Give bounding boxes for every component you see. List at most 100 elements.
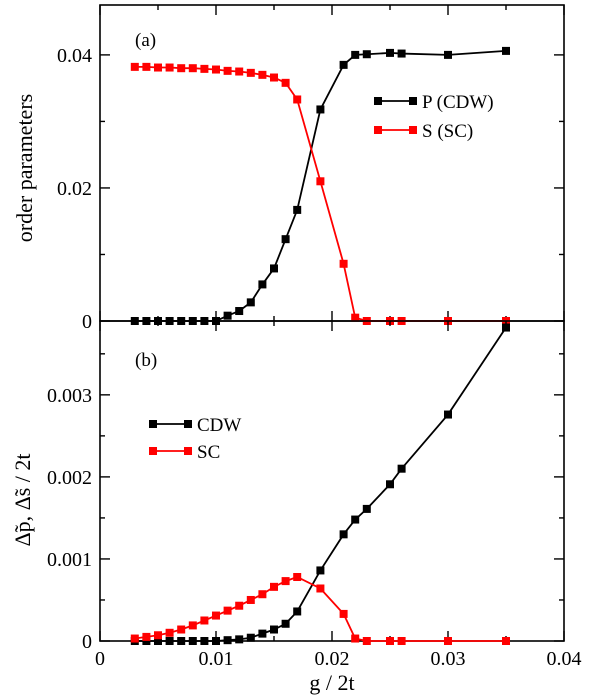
data-point-p-cdw bbox=[246, 298, 255, 307]
data-point-s-sc bbox=[270, 73, 278, 82]
data-point-sc bbox=[362, 637, 371, 645]
data-point-sc bbox=[397, 637, 406, 645]
data-point-s-sc bbox=[154, 63, 162, 72]
data-point-cdw bbox=[246, 633, 255, 642]
data-point-s-sc bbox=[223, 66, 232, 75]
data-point-s-sc bbox=[293, 95, 302, 104]
data-point-p-cdw bbox=[258, 280, 267, 289]
data-point-sc bbox=[246, 595, 255, 604]
data-point-cdw bbox=[200, 637, 209, 645]
data-point-cdw bbox=[165, 637, 174, 645]
data-point-sc bbox=[444, 637, 452, 645]
panel-b-series bbox=[130, 323, 510, 645]
data-point-p-cdw bbox=[270, 264, 278, 273]
data-point-cdw bbox=[212, 637, 220, 645]
data-point-sc bbox=[281, 577, 290, 586]
legend-cdw-label: CDW bbox=[197, 415, 241, 436]
data-point-cdw bbox=[258, 629, 267, 638]
legend-sc-marker-left bbox=[149, 447, 157, 455]
legend-p-cdw-label: P (CDW) bbox=[422, 92, 494, 113]
panel-b-x-tick-label: 0.04 bbox=[547, 648, 582, 670]
data-point-sc bbox=[212, 611, 220, 620]
data-point-p-cdw bbox=[502, 46, 510, 55]
data-point-p-cdw bbox=[362, 50, 371, 59]
legend-p-cdw-marker-right bbox=[409, 97, 417, 105]
data-point-s-sc bbox=[351, 313, 360, 322]
panel-a-y-tick-label: 0.04 bbox=[57, 45, 92, 67]
data-point-s-sc bbox=[200, 64, 209, 73]
legend-sc-marker-right bbox=[184, 447, 192, 455]
panel-b-x-tick-label: 0.03 bbox=[431, 648, 466, 670]
panel-b-xlabel: g / 2t bbox=[309, 670, 354, 695]
data-point-cdw bbox=[270, 625, 278, 634]
panel-b-y-tick-label: 0.002 bbox=[47, 467, 92, 489]
data-point-s-sc bbox=[258, 70, 267, 79]
data-point-cdw bbox=[235, 635, 244, 644]
panel-b-ticks: 0 0.001 0.002 0.003 0 0.01 0.02 0.03 0.04 bbox=[47, 321, 582, 670]
data-point-s-sc bbox=[130, 62, 139, 71]
series-line-cdw bbox=[134, 327, 507, 642]
data-point-cdw bbox=[386, 480, 394, 489]
panel-a-ylabel: order parameters bbox=[12, 94, 37, 242]
data-point-sc bbox=[154, 631, 162, 640]
panel-b-ylabel-text: Δ̃p, Δ̃s / 2t bbox=[10, 453, 35, 546]
panel-a-series bbox=[130, 46, 510, 325]
data-point-cdw bbox=[177, 637, 186, 645]
panel-b-x-tick-label: 0 bbox=[95, 648, 105, 670]
data-point-sc bbox=[235, 601, 244, 610]
legend-p-cdw-marker-left bbox=[374, 97, 382, 105]
legend-cdw-marker-left bbox=[149, 420, 157, 428]
panel-b-x-tick-label: 0.01 bbox=[199, 648, 234, 670]
data-point-sc bbox=[293, 573, 302, 581]
data-point-p-cdw bbox=[339, 60, 348, 69]
data-point-sc bbox=[339, 609, 348, 618]
panel-b-frame bbox=[99, 320, 565, 642]
data-point-cdw bbox=[223, 636, 232, 645]
panel-b-label: (b) bbox=[135, 350, 157, 371]
legend-s-sc-marker-right bbox=[409, 126, 417, 134]
data-point-s-sc bbox=[142, 62, 151, 71]
data-point-p-cdw bbox=[444, 50, 452, 59]
data-point-cdw bbox=[316, 566, 325, 575]
data-point-s-sc bbox=[339, 259, 348, 268]
data-point-sc bbox=[351, 634, 360, 643]
panel-b-legend: CDW SC bbox=[149, 415, 241, 463]
data-point-cdw bbox=[154, 637, 162, 645]
data-point-cdw bbox=[362, 504, 371, 513]
panel-b-ylabel: Δ̃p, Δ̃s / 2t bbox=[10, 453, 35, 546]
data-point-p-cdw bbox=[293, 205, 302, 214]
panel-a-y-tick-label: 0.02 bbox=[57, 178, 92, 200]
data-point-s-sc bbox=[235, 67, 244, 76]
data-point-sc bbox=[386, 637, 394, 645]
data-point-cdw bbox=[188, 637, 197, 645]
data-point-s-sc bbox=[212, 65, 220, 74]
legend-s-sc-marker-left bbox=[374, 126, 382, 134]
data-point-cdw bbox=[397, 464, 406, 473]
data-point-sc bbox=[502, 637, 510, 645]
legend-cdw-marker-right bbox=[184, 420, 192, 428]
legend-sc-label: SC bbox=[197, 442, 220, 463]
data-point-cdw bbox=[142, 637, 151, 645]
panel-a-ticks: 0 0.02 0.04 bbox=[57, 5, 565, 333]
data-point-cdw bbox=[444, 410, 452, 419]
data-point-s-sc bbox=[246, 68, 255, 77]
data-point-sc bbox=[258, 590, 267, 599]
data-point-p-cdw bbox=[281, 235, 290, 244]
data-point-sc bbox=[200, 616, 209, 625]
panel-a-label: (a) bbox=[135, 30, 156, 51]
data-point-cdw bbox=[293, 607, 302, 616]
data-point-cdw bbox=[281, 619, 290, 628]
data-point-sc bbox=[223, 606, 232, 615]
data-point-p-cdw bbox=[235, 307, 244, 316]
data-point-sc bbox=[165, 628, 174, 637]
data-point-s-sc bbox=[281, 78, 290, 87]
data-point-p-cdw bbox=[223, 311, 232, 320]
panel-a-y-tick-label: 0 bbox=[82, 311, 92, 333]
panel-b-y-tick-label: 0 bbox=[82, 631, 92, 653]
data-point-sc bbox=[142, 632, 151, 641]
data-point-sc bbox=[316, 584, 325, 593]
data-point-sc bbox=[270, 582, 278, 591]
data-point-s-sc bbox=[316, 177, 325, 186]
